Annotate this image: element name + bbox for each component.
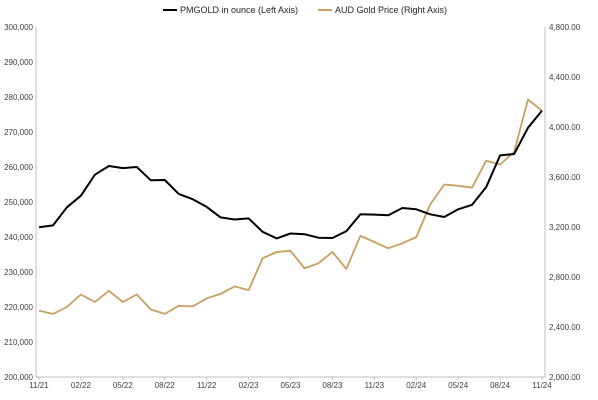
left-axis-tick-label: 240,000 bbox=[4, 233, 33, 242]
legend: PMGOLD in ounce (Left Axis) AUD Gold Pri… bbox=[163, 5, 447, 15]
right-axis-tick-label: 3,200.00 bbox=[549, 223, 581, 232]
x-axis-tick-label: 11/23 bbox=[365, 381, 385, 390]
left-axis-ticks: 200,000 210,000 220,000 230,000 240,000 250,0… bbox=[4, 23, 33, 382]
x-axis-tick-label: 02/23 bbox=[239, 381, 260, 390]
x-axis-tick-label: 02/24 bbox=[406, 381, 427, 390]
right-axis-tick-label: 2,000.00 bbox=[549, 373, 581, 382]
left-axis-tick-label: 290,000 bbox=[4, 58, 33, 67]
x-axis-tick-label: 05/23 bbox=[280, 381, 301, 390]
left-axis-tick-label: 230,000 bbox=[4, 268, 33, 277]
x-axis-tick-label: 11/21 bbox=[29, 381, 49, 390]
series-group bbox=[38, 98, 543, 315]
left-axis-tick-label: 220,000 bbox=[4, 303, 33, 312]
right-axis-tick-label: 4,800.00 bbox=[549, 23, 581, 32]
x-axis-tick-label: 08/22 bbox=[155, 381, 176, 390]
left-axis-tick-label: 250,000 bbox=[4, 198, 33, 207]
right-axis-tick-label: 2,400.00 bbox=[549, 323, 581, 332]
x-axis-tick-label: 08/23 bbox=[322, 381, 343, 390]
right-axis-tick-label: 3,600.00 bbox=[549, 173, 581, 182]
left-axis-tick-label: 300,000 bbox=[4, 23, 33, 32]
x-axis-tick-label: 08/24 bbox=[490, 381, 511, 390]
x-axis-tick-label: 11/24 bbox=[532, 381, 552, 390]
x-axis-tick-label: 02/22 bbox=[71, 381, 92, 390]
legend-label-pmgold: PMGOLD in ounce (Left Axis) bbox=[180, 5, 298, 15]
x-axis-tick-label: 05/22 bbox=[113, 381, 134, 390]
right-axis-tick-label: 4,400.00 bbox=[549, 73, 581, 82]
right-axis-ticks: 2,000.00 2,400.00 2,800.00 3,200.00 3,600.00… bbox=[549, 23, 581, 382]
right-axis-tick-label: 4,000.00 bbox=[549, 123, 581, 132]
left-axis-tick-label: 280,000 bbox=[4, 93, 33, 102]
left-axis-tick-label: 210,000 bbox=[4, 338, 33, 347]
left-axis-tick-label: 270,000 bbox=[4, 128, 33, 137]
x-axis-ticks: 11/21 02/22 05/22 08/22 11/22 02/23 05/23 08/23… bbox=[29, 377, 552, 390]
x-axis-tick-label: 11/22 bbox=[197, 381, 217, 390]
right-axis-tick-label: 2,800.00 bbox=[549, 273, 581, 282]
x-axis-tick-label: 05/24 bbox=[448, 381, 469, 390]
legend-label-aud-gold: AUD Gold Price (Right Axis) bbox=[335, 5, 447, 15]
left-axis-tick-label: 260,000 bbox=[4, 163, 33, 172]
left-axis-tick-label: 200,000 bbox=[4, 373, 33, 382]
series-line-aud-gold bbox=[38, 98, 543, 315]
series-line-pmgold bbox=[38, 109, 543, 240]
